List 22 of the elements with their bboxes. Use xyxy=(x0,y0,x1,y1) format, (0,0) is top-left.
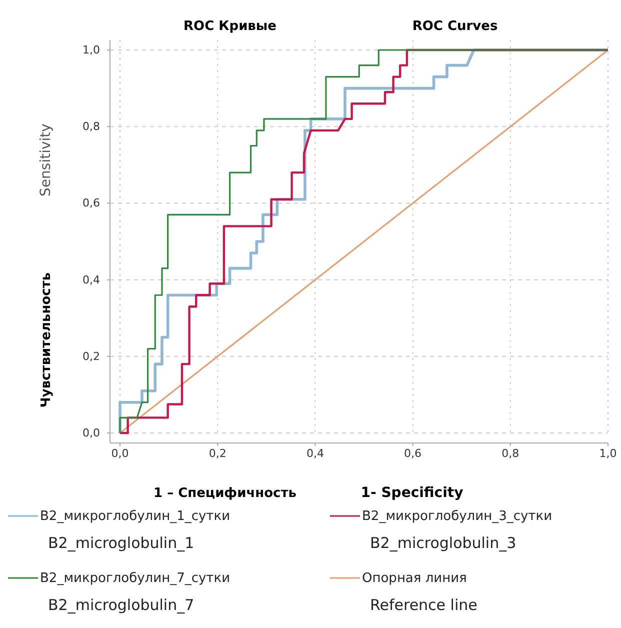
chart-title: ROC Кривые xyxy=(184,19,277,34)
x-tick-label: 0,8 xyxy=(502,446,520,460)
y-tick-label: 0,4 xyxy=(82,273,100,286)
text: Sensitivity xyxy=(38,124,54,196)
x-tick-label: 0,4 xyxy=(306,446,324,460)
text: 1- Specificity xyxy=(360,485,464,501)
y-tick-label: 1,0 xyxy=(82,44,100,57)
y-tick-label: 0,2 xyxy=(82,350,100,363)
legend-label: B2_микроглобулин_7_сутки B2_microglobulin_7 xyxy=(40,571,230,614)
legend-label: Опорная линия Reference line xyxy=(362,571,478,614)
x-tick-label: 0,6 xyxy=(404,446,422,460)
y-tick-label: 0,6 xyxy=(82,196,100,210)
chart-subtitle: ROC Curves xyxy=(412,19,498,34)
legend-label: B2_микроглобулин_3_сутки B2_microglobulin_3 xyxy=(362,509,552,552)
x-tick-label: 1,0 xyxy=(599,446,617,460)
y-tick-label: 0,0 xyxy=(82,426,100,440)
legend-label: B2_микроглобулин_1_сутки B2_microglobulin_1 xyxy=(40,509,230,552)
x-axis-title: 1 – Специфичность xyxy=(154,486,296,501)
x-tick-label: 0,0 xyxy=(111,446,129,460)
y-tick-label: 0,8 xyxy=(82,120,100,134)
y-axis-title: Чувствительность xyxy=(39,272,54,408)
x-tick-label: 0,2 xyxy=(208,446,226,460)
